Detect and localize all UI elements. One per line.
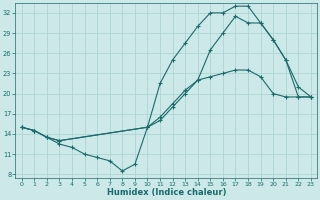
X-axis label: Humidex (Indice chaleur): Humidex (Indice chaleur) [107, 188, 226, 197]
